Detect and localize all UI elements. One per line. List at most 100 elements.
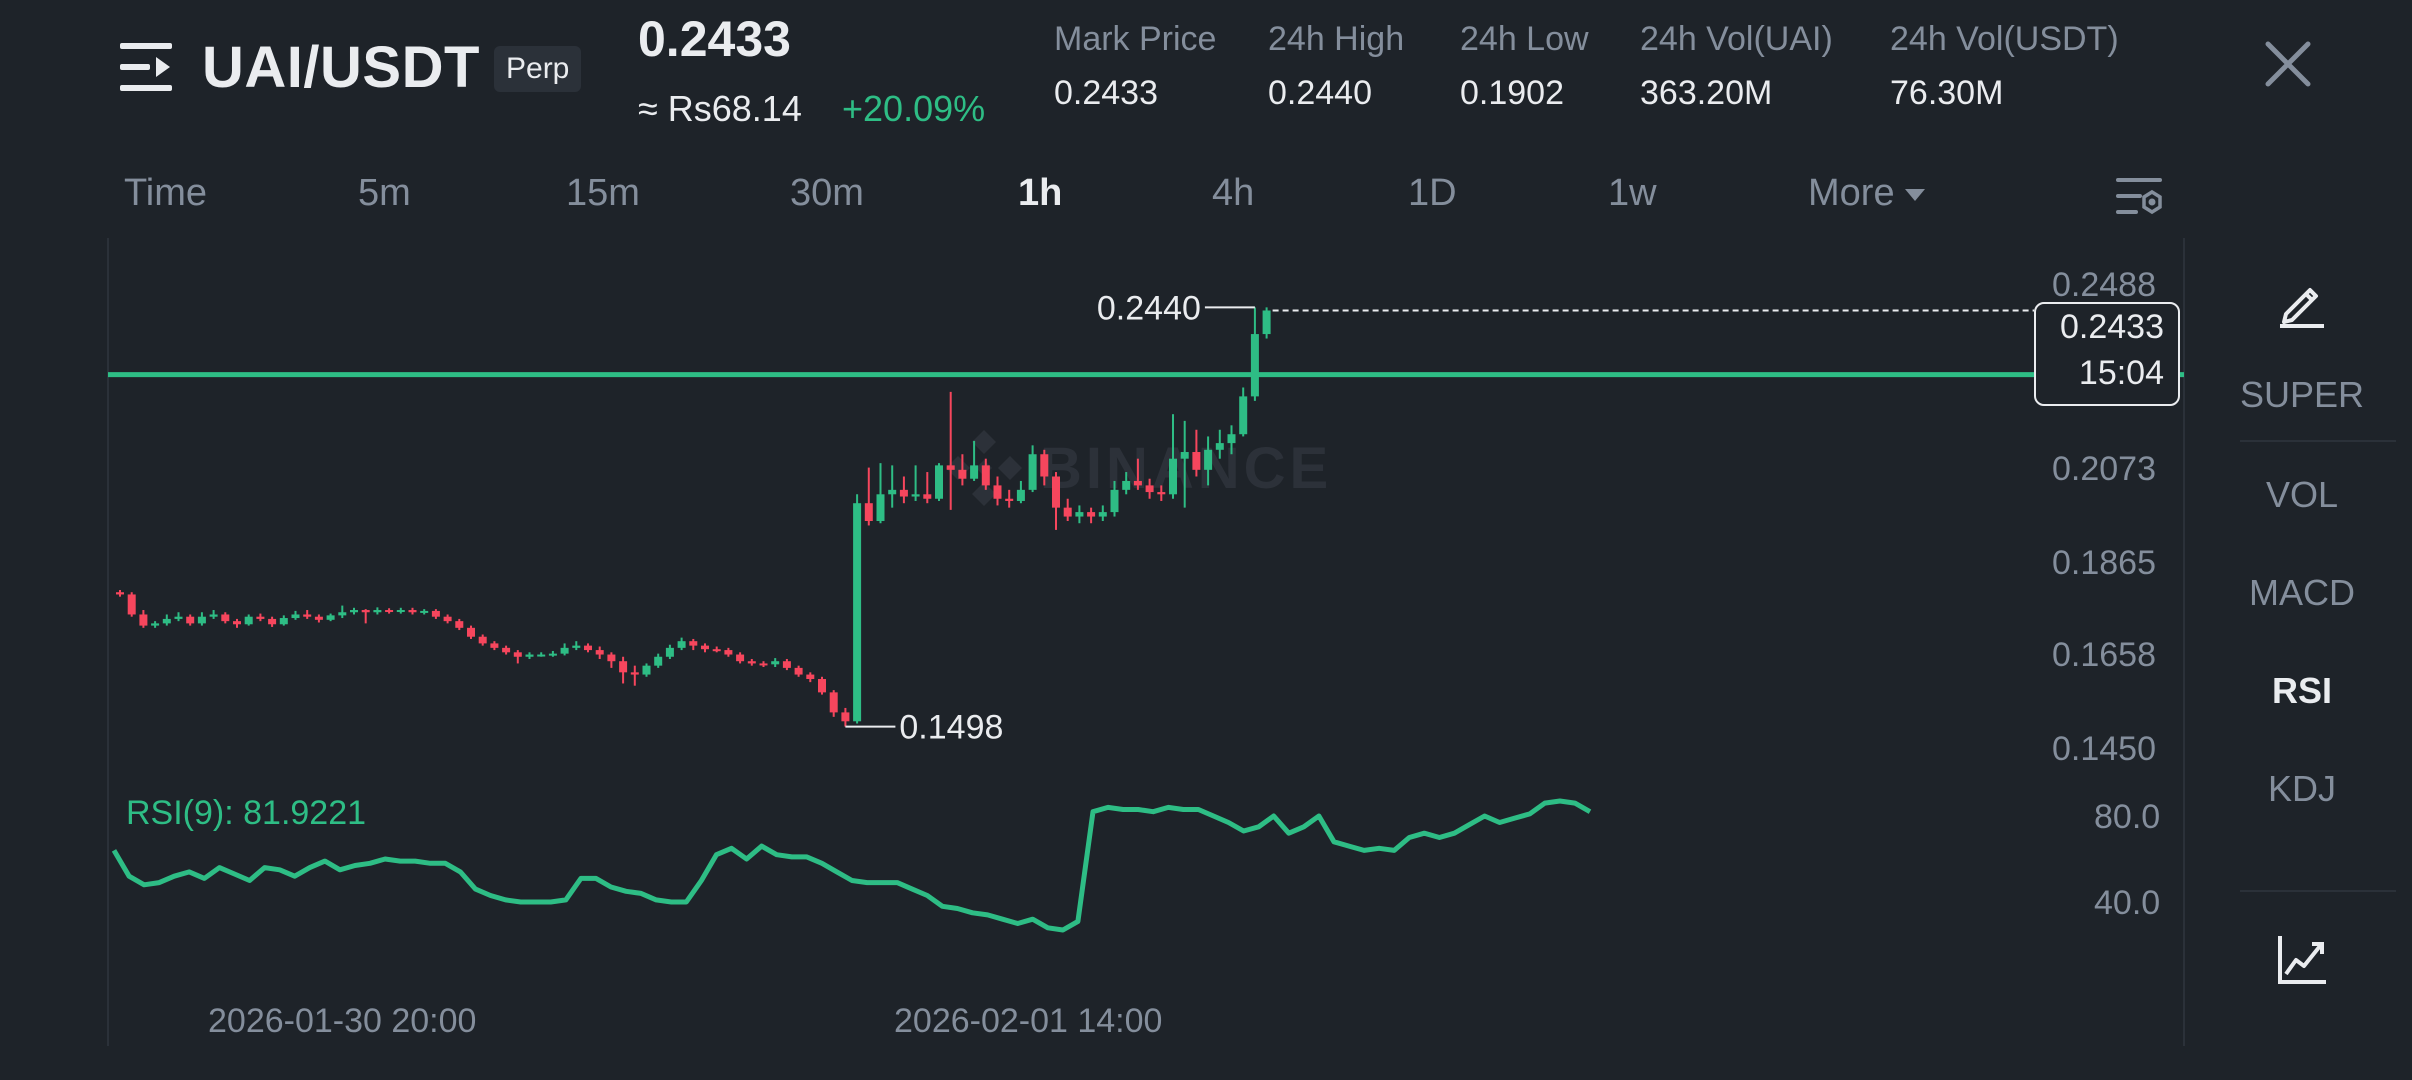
candle-bearish	[607, 654, 616, 662]
candles-group	[116, 307, 1271, 727]
price-tick: 0.1658	[2052, 636, 2156, 674]
indicator-macd[interactable]: MACD	[2249, 572, 2355, 613]
timeframe-more-label: More	[1808, 172, 1895, 214]
stat-value-24h-high: 0.2440	[1268, 74, 1372, 112]
candle-bullish	[1016, 489, 1025, 501]
high-price-marker: 0.2440	[1097, 289, 1255, 327]
sidebar-divider	[2240, 890, 2396, 892]
candle-bearish	[806, 674, 815, 680]
candle-bullish	[151, 623, 160, 626]
menu-icon[interactable]	[118, 38, 176, 96]
candle-bullish	[162, 618, 171, 624]
candle-bearish	[385, 610, 394, 613]
candle-bullish	[525, 654, 534, 657]
stat-value-24h-low: 0.1902	[1460, 74, 1564, 112]
candle-bullish	[420, 610, 429, 613]
candle-bullish	[1250, 334, 1259, 397]
price-tick: 0.2488	[2052, 266, 2156, 304]
candle-bullish	[1215, 443, 1224, 450]
rsi-indicator-label: RSI(9): 81.9221	[126, 794, 367, 832]
timeframe-4h[interactable]: 4h	[1212, 172, 1255, 214]
stat-label-24h-vol-usdt: 24h Vol(USDT)	[1890, 20, 2119, 58]
candle-bullish	[876, 494, 885, 522]
candle-bullish	[1204, 449, 1213, 470]
candle-bearish	[923, 494, 932, 499]
draw-pencil-icon[interactable]	[2276, 276, 2328, 328]
line-chart-icon[interactable]	[2276, 934, 2328, 986]
candle-bearish	[1157, 492, 1166, 495]
indicator-rsi[interactable]: RSI	[2271, 670, 2332, 711]
watermark-text: BINANCE	[1040, 436, 1332, 501]
timeframe-1w[interactable]: 1w	[1608, 172, 1657, 214]
price-tick: 0.1450	[2052, 730, 2156, 768]
candle-bullish	[888, 489, 897, 495]
indicator-kdj[interactable]: KDJ	[2267, 768, 2336, 809]
candle-bullish	[291, 614, 300, 619]
candle-bullish	[935, 465, 943, 499]
candle-bearish	[256, 616, 265, 619]
candle-bearish	[502, 647, 511, 653]
candle-bullish	[326, 615, 335, 620]
candle-bearish	[221, 614, 230, 622]
candle-bearish	[314, 616, 323, 620]
candle-bullish	[1169, 458, 1177, 495]
price-tick: 0.1865	[2052, 544, 2156, 582]
candle-bullish	[1262, 310, 1271, 335]
close-icon[interactable]	[2262, 38, 2314, 90]
rsi-tick: 80.0	[2094, 798, 2161, 836]
last-price: 0.2433	[638, 11, 791, 67]
caret-down-icon	[1904, 188, 1925, 201]
date-axis-label: 2026-02-01 14:00	[894, 1002, 1163, 1040]
candle-bearish	[361, 610, 370, 613]
trading-pair[interactable]: UAI/USDT	[202, 35, 480, 100]
candle-bearish	[1063, 507, 1072, 517]
price-change-percent: +20.09%	[842, 88, 986, 129]
candle-bullish	[970, 465, 979, 479]
candle-bearish	[478, 636, 487, 644]
candle-bearish	[818, 679, 826, 693]
candle-bearish	[1052, 476, 1060, 508]
fiat-price: ≈ Rs68.14	[638, 88, 802, 129]
candle-bullish	[665, 647, 674, 657]
candle-bearish	[186, 616, 195, 624]
candle-bearish	[736, 654, 745, 662]
candle-bearish	[1192, 452, 1201, 470]
candle-bearish	[689, 641, 698, 646]
sidebar-divider	[2240, 440, 2396, 442]
stat-value-mark-price: 0.2433	[1054, 74, 1158, 112]
indicator-vol[interactable]: VOL	[2265, 474, 2339, 515]
candle-bearish	[841, 712, 850, 722]
candle-bullish	[572, 645, 581, 648]
candle-bullish	[537, 654, 546, 657]
candle-bearish	[268, 618, 277, 625]
candle-bullish	[771, 661, 780, 665]
candle-bearish	[794, 667, 803, 675]
candle-bullish	[279, 618, 288, 625]
candle-bullish	[1075, 512, 1084, 517]
chart-settings-icon[interactable]	[2114, 172, 2166, 220]
candle-bullish	[853, 503, 862, 722]
candle-bearish	[431, 610, 440, 617]
timeframe-time[interactable]: Time	[124, 172, 208, 214]
timeframe-30m[interactable]: 30m	[790, 172, 864, 214]
timeframe-more[interactable]: More	[1808, 172, 1925, 215]
binance-watermark: BINANCE	[946, 430, 1332, 506]
candle-bearish	[899, 489, 908, 497]
timeframe-15m[interactable]: 15m	[566, 172, 640, 214]
candle-bullish	[1122, 480, 1131, 490]
stat-value-24h-vol-usdt: 76.30M	[1890, 74, 2004, 112]
timeframe-1d[interactable]: 1D	[1408, 172, 1457, 214]
candle-bearish	[490, 643, 499, 648]
candle-bullish	[244, 616, 253, 625]
candle-bearish	[864, 503, 873, 522]
price-tick: 0.2073	[2052, 450, 2156, 488]
candle-bullish	[1098, 512, 1107, 517]
candle-bullish	[350, 610, 358, 613]
candle-bearish	[455, 621, 464, 628]
timeframe-1h[interactable]: 1h	[1018, 172, 1063, 214]
indicator-super[interactable]: SUPER	[2240, 374, 2365, 415]
timeframe-5m[interactable]: 5m	[358, 172, 411, 214]
candle-bullish	[654, 656, 663, 666]
candle-bearish	[993, 485, 1002, 499]
